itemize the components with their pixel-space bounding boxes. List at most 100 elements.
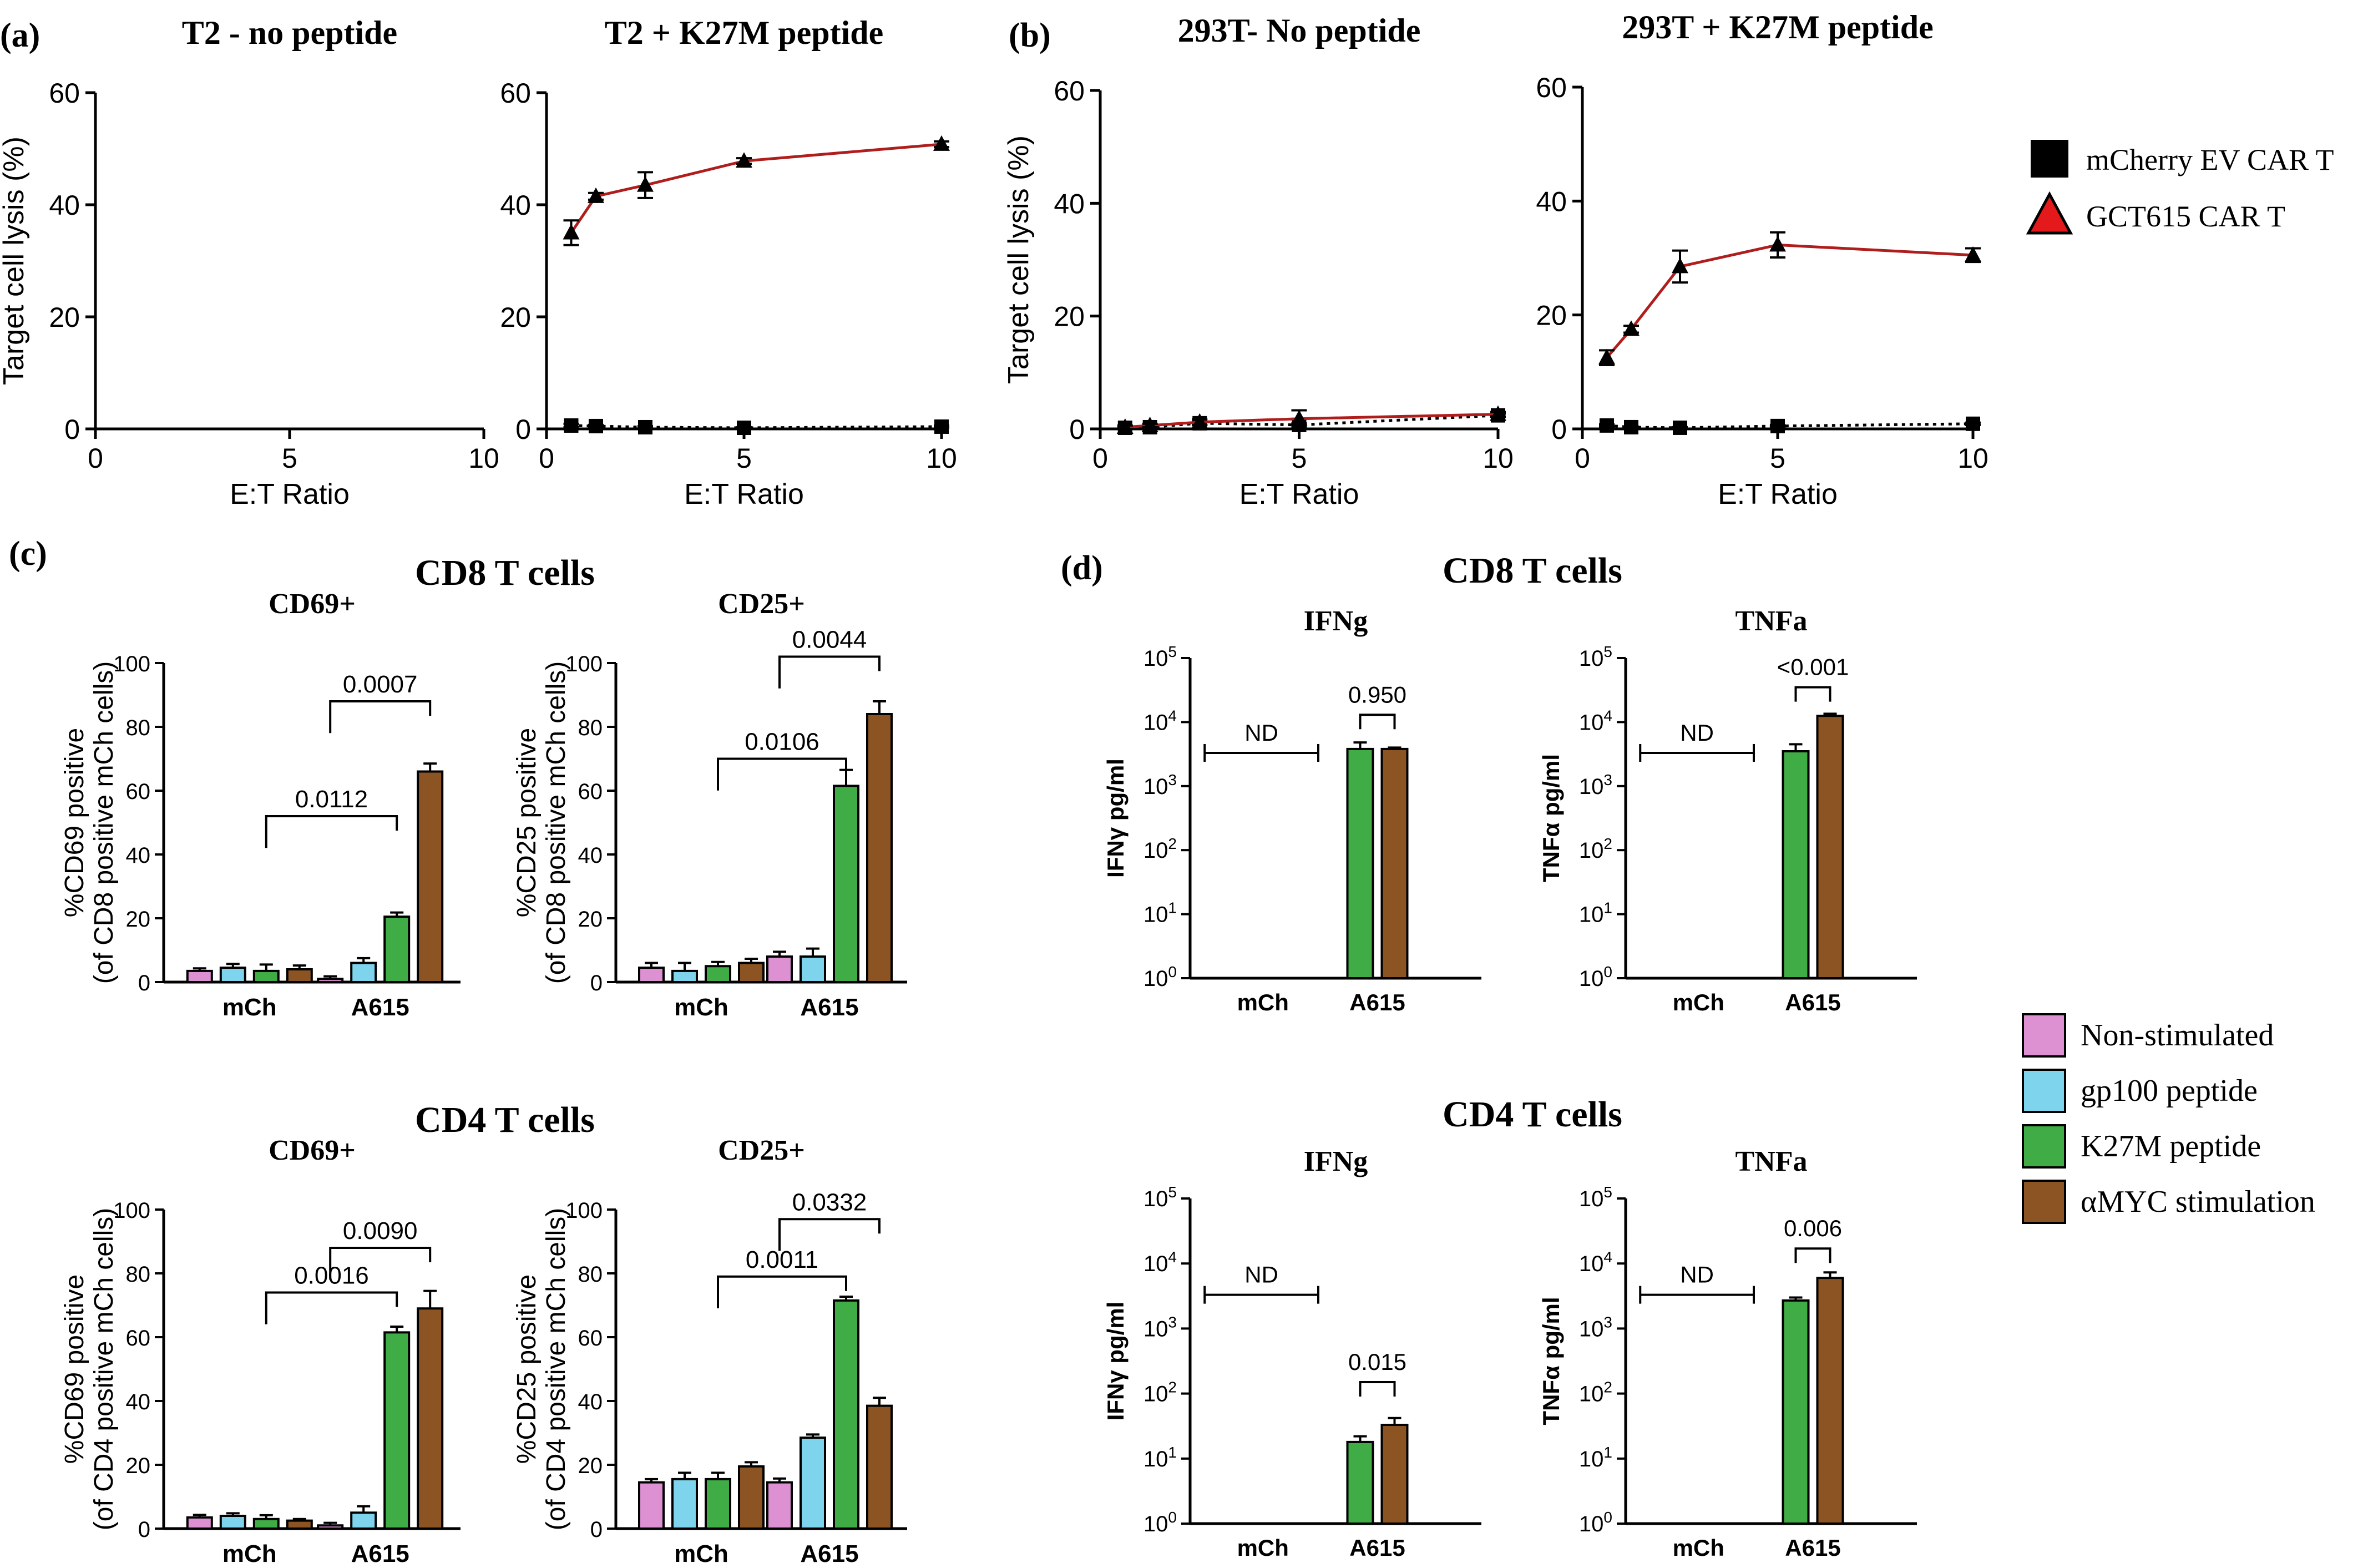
chart-title: CD69+ — [269, 1135, 356, 1166]
legend-group-label-2: K27M peptide — [2081, 1129, 2261, 1164]
bar — [383, 915, 411, 983]
category-label: A615 — [351, 1540, 409, 1567]
chart-title: IFNg — [1304, 605, 1368, 637]
series-gct615 — [1598, 231, 1981, 367]
y-tick-label: 40 — [578, 843, 603, 868]
chart-title: CD25+ — [718, 1135, 805, 1166]
p-value-label: <0.001 — [1777, 654, 1849, 680]
bar — [638, 1481, 665, 1530]
y-tick-label: 105 — [1143, 1183, 1177, 1211]
y-tick-label: 40 — [500, 190, 531, 221]
bar — [252, 1518, 280, 1530]
category-label: mCh — [1673, 989, 1724, 1015]
y-tick-label: 100 — [1579, 1509, 1612, 1536]
bar — [833, 1299, 859, 1530]
y-axis-label: %CD69 positive(of CD4 positive mCh cells… — [60, 1208, 119, 1530]
chart-title: T2 - no peptide — [182, 14, 397, 51]
category-label: mCh — [674, 994, 728, 1021]
bar — [1816, 715, 1844, 979]
y-tick-label: 40 — [1536, 186, 1567, 217]
p-value-label: 0.0016 — [294, 1262, 369, 1289]
y-tick-label: 40 — [1054, 188, 1085, 219]
data-point-triangle — [1116, 418, 1134, 434]
p-value-label: 0.0090 — [343, 1217, 418, 1245]
x-axis-label: E:T Ratio — [230, 478, 350, 510]
y-tick-label: 60 — [1054, 75, 1085, 107]
bar — [219, 1515, 246, 1530]
y-axis-label: %CD69 positive(of CD8 positive mCh cells… — [60, 661, 119, 984]
series-gct615 — [563, 135, 950, 246]
series-line — [1606, 243, 1974, 359]
y-tick-label: 105 — [1143, 643, 1177, 671]
significance-bracket — [717, 757, 847, 791]
y-axis-label: IFNγ pg/ml — [1102, 758, 1129, 878]
significance-bracket — [1359, 714, 1396, 730]
series-gct615 — [1116, 405, 1506, 434]
y-tick-label: 60 — [578, 1326, 603, 1350]
section-title-d-cd8: CD8 T cells — [1443, 550, 1622, 591]
x-tick-label: 10 — [1957, 443, 1988, 474]
y-tick-label: 60 — [126, 1326, 151, 1350]
bar-chart-c4: CD25+ 0 20 40 60 80 100 mCh A615 %CD25 positive(o… — [512, 1135, 907, 1567]
x-tick-label: 0 — [539, 443, 554, 474]
y-tick-label: 0 — [64, 414, 80, 445]
legend-lysis-label-0: mCherry EV CAR T — [2086, 143, 2334, 176]
bar — [638, 967, 665, 983]
y-tick-label: 0 — [138, 971, 150, 995]
legend-group-label-1: gp100 peptide — [2081, 1074, 2258, 1108]
bar — [317, 1524, 344, 1530]
bar — [800, 1437, 826, 1530]
bar — [1346, 747, 1374, 979]
p-value-label: 0.0106 — [745, 729, 819, 756]
x-tick-label: 10 — [926, 443, 957, 474]
y-tick-label: 104 — [1143, 1248, 1177, 1276]
data-point-triangle — [1965, 246, 1981, 262]
y-tick-label: 40 — [578, 1390, 603, 1414]
significance-bracket — [265, 1291, 398, 1324]
y-tick-label: 101 — [1579, 1444, 1612, 1471]
category-label: A615 — [1349, 989, 1405, 1015]
y-axis-label: Target cell lysis (%) — [1003, 135, 1035, 384]
bar — [800, 955, 826, 983]
legend-swatch-k27m — [2022, 1124, 2066, 1169]
y-tick-label: 60 — [500, 78, 531, 109]
legend-groups: Non-stimulated gp100 peptide K27M peptid… — [2022, 1013, 2315, 1224]
bar — [1816, 1277, 1844, 1525]
log-chart-d4: TNFa 100 101 102 103 104 105 mCh A615 TNFα pg/ml N… — [1538, 1146, 1917, 1561]
y-axis-label: TNFα pg/ml — [1538, 754, 1564, 882]
category-label: A615 — [1785, 989, 1840, 1015]
bar — [1782, 750, 1810, 979]
section-title-c-cd8: CD8 T cells — [415, 553, 595, 593]
y-tick-label: 102 — [1579, 1379, 1612, 1407]
significance-bracket — [1794, 1247, 1831, 1263]
data-point-triangle — [1291, 409, 1308, 426]
log-chart-d1: IFNg 100 101 102 103 104 105 mCh A615 IFNγ pg/ml N… — [1102, 605, 1481, 1015]
y-tick-label: 103 — [1579, 1313, 1612, 1341]
data-point-triangle — [1191, 413, 1208, 429]
nd-label: ND — [1244, 720, 1278, 746]
y-tick-label: 103 — [1143, 771, 1177, 799]
y-tick-label: 0 — [138, 1518, 150, 1542]
x-tick-label: 5 — [282, 443, 297, 474]
y-tick-label: 80 — [578, 1262, 603, 1287]
category-label: A615 — [1785, 1535, 1840, 1561]
data-point-square — [1624, 419, 1638, 434]
category-label: A615 — [800, 1540, 858, 1567]
category-label: mCh — [1237, 989, 1289, 1015]
y-tick-label: 20 — [500, 302, 531, 333]
bar — [186, 1516, 213, 1530]
y-tick-label: 20 — [126, 1454, 151, 1478]
y-tick-label: 104 — [1579, 1248, 1612, 1276]
bar — [350, 962, 377, 983]
lysis-chart-b1: 293T- No peptide 0 20 40 60 0 5 10 E:T Ratio Targ… — [1003, 12, 1514, 510]
x-axis-label: E:T Ratio — [1239, 478, 1359, 510]
y-tick-label: 100 — [1143, 963, 1177, 991]
series-line — [570, 143, 942, 234]
panel-label-b: (b) — [1009, 17, 1051, 54]
legend-lysis-label-1: GCT615 CAR T — [2086, 200, 2285, 233]
y-tick-label: 0 — [590, 1518, 603, 1542]
bar — [1782, 1299, 1810, 1525]
y-tick-label: 0 — [515, 414, 531, 445]
nd-label: ND — [1244, 1262, 1278, 1288]
p-value-label: 0.0007 — [343, 671, 418, 698]
